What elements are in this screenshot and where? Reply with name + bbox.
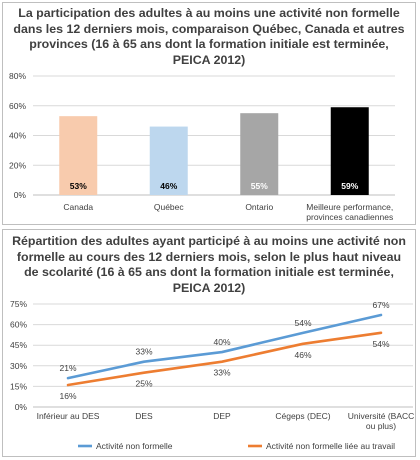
- bar: [149, 126, 188, 195]
- x-tick-label: Québec: [154, 202, 185, 212]
- data-label: 21%: [59, 363, 76, 373]
- data-label: 46%: [294, 350, 311, 360]
- line-chart-panel: Répartition des adultes ayant participé …: [2, 229, 416, 457]
- bar: [330, 107, 369, 195]
- x-tick-label: Inférieur au DES: [37, 411, 100, 421]
- x-tick-label: Ontario: [245, 202, 273, 212]
- series-line: [66, 313, 383, 380]
- y-tick-label: 60%: [10, 320, 27, 330]
- y-tick-label: 80%: [9, 71, 26, 81]
- bar-value-label: 59%: [341, 181, 358, 191]
- y-tick-label: 0%: [15, 402, 28, 412]
- series-line: [66, 331, 383, 387]
- x-tick-label: DEP: [213, 411, 231, 421]
- x-tick-label: DES: [135, 411, 153, 421]
- y-tick-label: 30%: [10, 361, 27, 371]
- data-label: 25%: [135, 379, 152, 389]
- data-label: 67%: [372, 300, 389, 310]
- x-tick-label: Cégeps (DEC): [275, 411, 330, 421]
- data-label: 33%: [213, 368, 230, 378]
- bar-chart: 0% 20% 40% 60% 80% 53% Canada 46% Québec 55% Ontar…: [9, 71, 395, 222]
- x-tick-label: Université (BACC ou plus): [348, 411, 415, 431]
- data-label: 40%: [213, 337, 230, 347]
- line-chart-title: Répartition des adultes ayant participé …: [12, 234, 406, 295]
- x-tick-label: Canada: [63, 202, 93, 212]
- bar-chart-panel: La participation des adultes à au moins …: [2, 2, 416, 225]
- bar-chart-title: La participation des adultes à au moins …: [13, 6, 405, 67]
- bar: [59, 116, 98, 195]
- legend-entry: Activité non formelle: [96, 441, 173, 451]
- y-tick-label: 75%: [10, 299, 27, 309]
- legend-entry: Activité non formelle liée au travail: [266, 441, 395, 451]
- data-label: 54%: [294, 318, 311, 328]
- y-tick-label: 20%: [9, 160, 26, 170]
- bar-value-label: 46%: [160, 181, 177, 191]
- bar: [240, 113, 279, 195]
- bar-value-label: 53%: [70, 181, 87, 191]
- bar-value-label: 55%: [251, 181, 268, 191]
- y-tick-label: 15%: [10, 381, 27, 391]
- line-chart: 0% 15% 30% 45% 60% 75% Inférieur au DES DES DEP C…: [10, 299, 415, 451]
- y-tick-label: 60%: [9, 101, 26, 111]
- y-tick-label: 0%: [14, 190, 27, 200]
- y-tick-label: 45%: [10, 340, 27, 350]
- x-tick-label: Meilleure performance, provinces canadien…: [306, 202, 393, 222]
- data-label: 16%: [59, 391, 76, 401]
- data-label: 54%: [372, 339, 389, 349]
- data-label: 33%: [135, 347, 152, 357]
- y-tick-label: 40%: [9, 131, 26, 141]
